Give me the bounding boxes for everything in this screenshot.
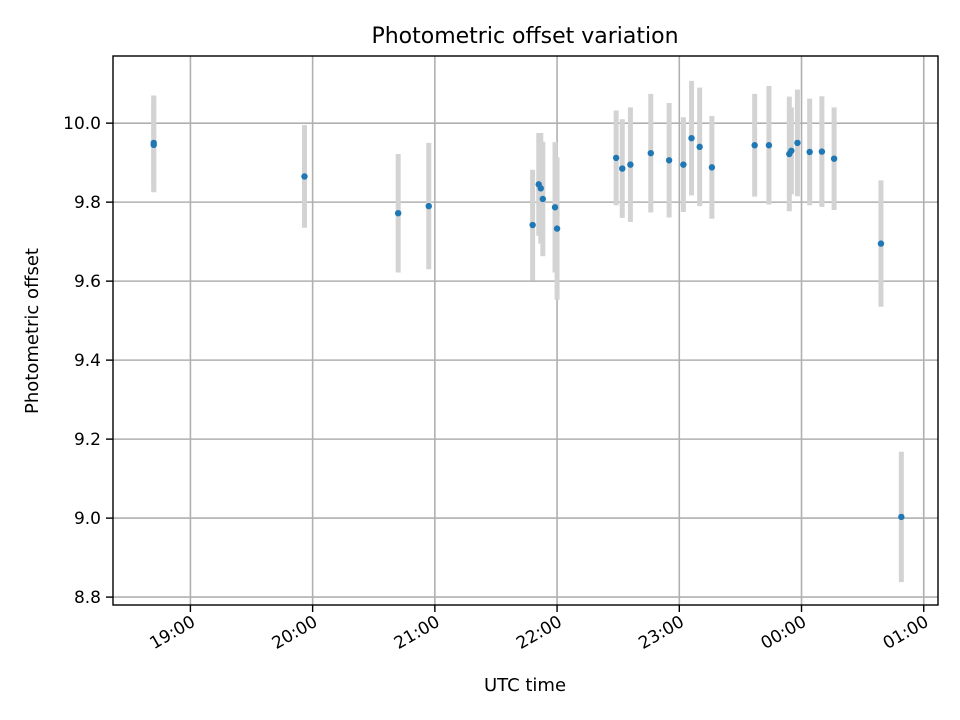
data-point bbox=[688, 134, 695, 142]
data-point bbox=[647, 149, 654, 157]
y-tick-label: 9.4 bbox=[74, 351, 101, 371]
data-point bbox=[877, 240, 885, 247]
data-points bbox=[150, 134, 905, 521]
y-axis-ticks: 8.8 9.0 9.2 9.4 9.6 9.8 10.0 bbox=[63, 114, 113, 608]
data-point bbox=[551, 204, 559, 211]
data-point bbox=[765, 142, 773, 149]
data-point bbox=[680, 161, 687, 168]
data-point bbox=[806, 148, 813, 156]
plot-background bbox=[113, 56, 938, 605]
x-tick-label: 20:00 bbox=[269, 612, 321, 654]
chart-title: Photometric offset variation bbox=[371, 24, 678, 49]
data-point bbox=[708, 164, 716, 171]
x-tick-label: 22:00 bbox=[513, 612, 565, 654]
data-point bbox=[539, 195, 547, 203]
data-point bbox=[537, 185, 544, 192]
y-tick-label: 10.0 bbox=[63, 114, 101, 134]
y-tick-label: 8.8 bbox=[74, 588, 101, 608]
data-point bbox=[818, 148, 826, 155]
data-point bbox=[612, 154, 620, 162]
x-tick-label: 23:00 bbox=[635, 612, 687, 654]
data-point bbox=[794, 139, 801, 147]
data-point bbox=[529, 221, 536, 229]
axes-frame bbox=[112, 55, 939, 606]
data-point bbox=[696, 143, 703, 151]
y-axis-label: Photometric offset bbox=[22, 248, 43, 414]
data-point bbox=[553, 225, 561, 232]
x-tick-label: 19:00 bbox=[146, 612, 198, 654]
y-tick-label: 9.8 bbox=[74, 193, 101, 213]
data-point bbox=[425, 202, 432, 210]
data-point bbox=[627, 161, 634, 168]
x-axis-label: UTC time bbox=[484, 675, 566, 696]
x-tick-label: 00:00 bbox=[758, 612, 810, 654]
data-point bbox=[394, 209, 402, 217]
data-point bbox=[665, 157, 673, 164]
y-tick-label: 9.2 bbox=[74, 430, 101, 450]
data-point bbox=[301, 173, 308, 180]
data-point bbox=[830, 155, 838, 162]
y-tick-label: 9.0 bbox=[74, 509, 101, 529]
x-tick-label: 21:00 bbox=[391, 612, 443, 654]
x-axis-ticks: 19:00 20:00 21:00 22:00 23:00 00:00 01:00 bbox=[146, 605, 932, 654]
data-point bbox=[788, 147, 795, 154]
x-tick-label: 01:00 bbox=[880, 612, 932, 654]
y-tick-label: 9.6 bbox=[74, 272, 101, 292]
data-point bbox=[898, 513, 905, 521]
data-point bbox=[751, 142, 758, 149]
data-point bbox=[619, 165, 626, 172]
data-point bbox=[150, 141, 157, 149]
